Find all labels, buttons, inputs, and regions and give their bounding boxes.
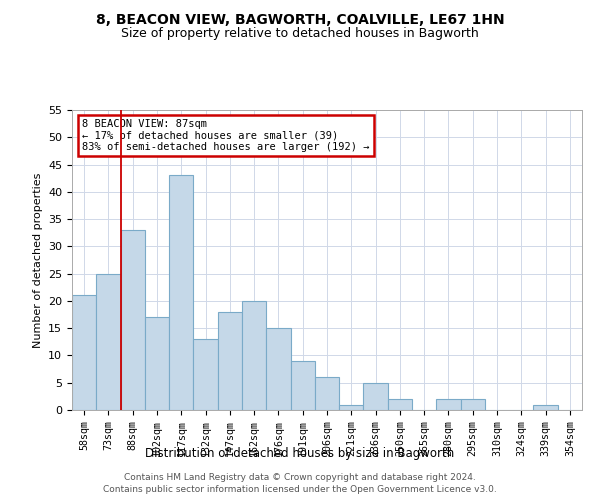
Bar — [364, 382, 388, 410]
Text: Contains HM Land Registry data © Crown copyright and database right 2024.: Contains HM Land Registry data © Crown c… — [124, 472, 476, 482]
Text: Distribution of detached houses by size in Bagworth: Distribution of detached houses by size … — [145, 448, 455, 460]
Text: 8, BEACON VIEW, BAGWORTH, COALVILLE, LE67 1HN: 8, BEACON VIEW, BAGWORTH, COALVILLE, LE6… — [95, 12, 505, 26]
Bar — [388, 399, 412, 410]
Bar — [266, 328, 290, 410]
Bar — [315, 378, 339, 410]
Bar — [193, 339, 218, 410]
Y-axis label: Number of detached properties: Number of detached properties — [32, 172, 43, 348]
Bar — [242, 301, 266, 410]
Bar — [218, 312, 242, 410]
Bar — [72, 296, 96, 410]
Bar — [436, 399, 461, 410]
Bar — [121, 230, 145, 410]
Bar — [145, 318, 169, 410]
Bar — [461, 399, 485, 410]
Text: Size of property relative to detached houses in Bagworth: Size of property relative to detached ho… — [121, 28, 479, 40]
Text: Contains public sector information licensed under the Open Government Licence v3: Contains public sector information licen… — [103, 485, 497, 494]
Bar — [533, 404, 558, 410]
Bar — [290, 361, 315, 410]
Bar — [169, 176, 193, 410]
Text: 8 BEACON VIEW: 87sqm
← 17% of detached houses are smaller (39)
83% of semi-detac: 8 BEACON VIEW: 87sqm ← 17% of detached h… — [82, 119, 370, 152]
Bar — [339, 404, 364, 410]
Bar — [96, 274, 121, 410]
